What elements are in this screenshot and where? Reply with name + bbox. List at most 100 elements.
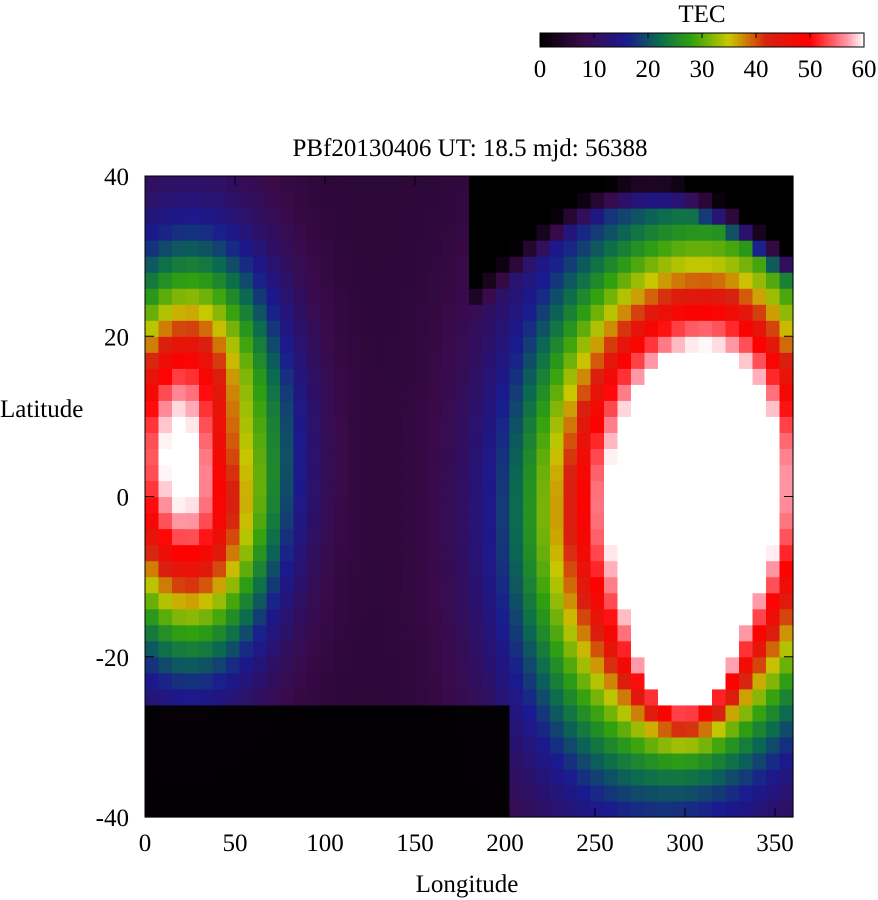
- heatmap-cell: [401, 464, 416, 482]
- heatmap-cell: [158, 544, 173, 562]
- heatmap-cell: [766, 512, 781, 530]
- heatmap-cell: [725, 176, 740, 193]
- heatmap-cell: [671, 640, 686, 658]
- heatmap-cell: [482, 752, 497, 770]
- heatmap-cell: [307, 784, 322, 802]
- heatmap-cell: [307, 608, 322, 626]
- heatmap-cell: [725, 240, 740, 257]
- heatmap-cell: [752, 752, 767, 770]
- heatmap-cell: [671, 464, 686, 482]
- heatmap-cell: [698, 448, 713, 466]
- heatmap-cell: [347, 240, 362, 257]
- heatmap-cell: [172, 176, 187, 193]
- heatmap-cell: [401, 608, 416, 626]
- heatmap-cell: [307, 672, 322, 690]
- chart-title: PBf20130406 UT: 18.5 mjd: 56388: [292, 135, 647, 162]
- heatmap-cell: [226, 304, 241, 321]
- x-axis-label: Longitude: [416, 871, 519, 898]
- heatmap-cell: [401, 304, 416, 321]
- heatmap-cell: [374, 304, 389, 321]
- heatmap-cell: [361, 416, 376, 434]
- heatmap-cell: [455, 768, 470, 786]
- heatmap-cell: [239, 384, 254, 401]
- heatmap-cell: [604, 704, 619, 722]
- colorbar-cell: [726, 33, 730, 47]
- heatmap-cell: [536, 800, 551, 818]
- heatmap-cell: [145, 304, 160, 321]
- heatmap-cell: [199, 352, 214, 369]
- heatmap-cell: [455, 320, 470, 337]
- heatmap-cell: [158, 224, 173, 241]
- heatmap-cell: [401, 592, 416, 610]
- heatmap-cell: [469, 384, 484, 401]
- heatmap-cell: [604, 768, 619, 786]
- heatmap-cell: [172, 752, 187, 770]
- heatmap-cell: [253, 496, 268, 514]
- heatmap-cell: [401, 720, 416, 738]
- heatmap-cell: [334, 528, 349, 546]
- colorbar-cell: [801, 33, 806, 47]
- heatmap-cell: [631, 368, 646, 385]
- heatmap-cell: [644, 704, 659, 722]
- heatmap-cell: [482, 768, 497, 786]
- heatmap-cell: [172, 688, 187, 706]
- heatmap-cell: [415, 576, 430, 594]
- heatmap-cell: [239, 672, 254, 690]
- heatmap-cell: [698, 496, 713, 514]
- heatmap-cell: [685, 256, 700, 273]
- heatmap-cell: [644, 240, 659, 257]
- heatmap-cell: [536, 688, 551, 706]
- colorbar-cell: [542, 33, 546, 47]
- heatmap-cell: [496, 608, 511, 626]
- heatmap-cell: [482, 480, 497, 498]
- heatmap-cell: [752, 720, 767, 738]
- heatmap-cell: [455, 704, 470, 722]
- heatmap-cell: [671, 192, 686, 209]
- heatmap-cell: [442, 608, 457, 626]
- heatmap-cell: [307, 592, 322, 610]
- heatmap-cell: [644, 320, 659, 337]
- heatmap-cell: [590, 448, 605, 466]
- heatmap-cell: [536, 384, 551, 401]
- heatmap-cell: [482, 448, 497, 466]
- heatmap-cell: [158, 336, 173, 353]
- heatmap-cell: [482, 608, 497, 626]
- heatmap-cell: [685, 240, 700, 257]
- heatmap-cell: [415, 720, 430, 738]
- heatmap-cell: [469, 752, 484, 770]
- heatmap-cell: [617, 464, 632, 482]
- heatmap-cell: [266, 192, 281, 209]
- heatmap-cell: [482, 304, 497, 321]
- heatmap-cell: [442, 544, 457, 562]
- heatmap-cell: [442, 240, 457, 257]
- heatmap-cell: [779, 176, 794, 193]
- heatmap-cell: [779, 368, 794, 385]
- heatmap-cell: [509, 720, 524, 738]
- heatmap-cell: [685, 544, 700, 562]
- heatmap-cell: [725, 608, 740, 626]
- colorbar-cell: [780, 33, 784, 47]
- heatmap-cell: [563, 416, 578, 434]
- heatmap-cell: [698, 512, 713, 530]
- heatmap-cell: [212, 496, 227, 514]
- heatmap-cell: [509, 512, 524, 530]
- heatmap-cell: [766, 784, 781, 802]
- heatmap-cell: [469, 288, 484, 305]
- heatmap-cell: [401, 288, 416, 305]
- heatmap-cell: [469, 736, 484, 754]
- heatmap-cell: [779, 784, 794, 802]
- heatmap-cell: [158, 608, 173, 626]
- heatmap-cell: [509, 336, 524, 353]
- heatmap-cell: [550, 640, 565, 658]
- heatmap-cell: [469, 672, 484, 690]
- heatmap-cell: [766, 768, 781, 786]
- heatmap-cell: [185, 336, 200, 353]
- heatmap-cell: [455, 192, 470, 209]
- heatmap-cell: [334, 224, 349, 241]
- heatmap-cell: [158, 656, 173, 674]
- heatmap-cell: [617, 624, 632, 642]
- heatmap-cell: [685, 208, 700, 225]
- heatmap-cell: [766, 400, 781, 417]
- heatmap-cell: [415, 256, 430, 273]
- heatmap-cell: [442, 208, 457, 225]
